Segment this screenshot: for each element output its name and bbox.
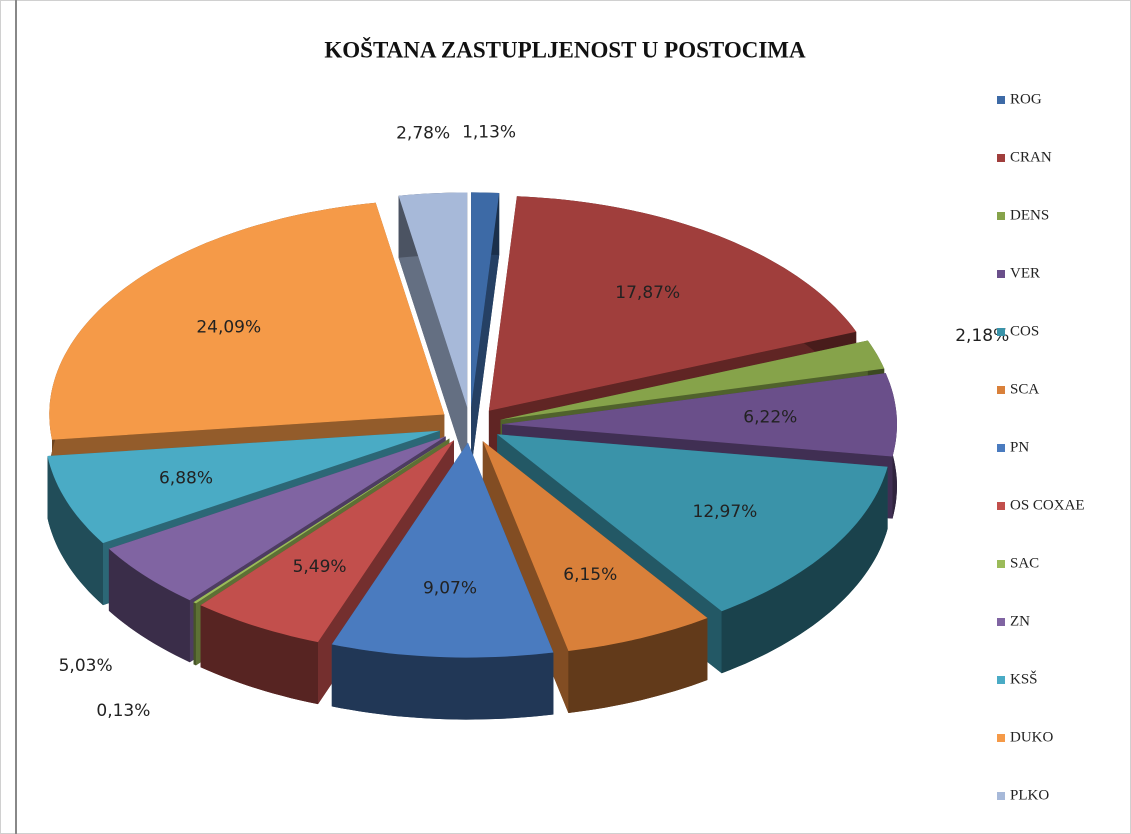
legend-label: ZN	[1010, 613, 1030, 629]
legend-label: OS COXAE	[1010, 497, 1085, 513]
slice	[108, 436, 446, 601]
legend-swatch	[997, 386, 1005, 394]
legend-label: PN	[1010, 439, 1029, 455]
legend-swatch	[997, 96, 1005, 104]
legend-label: SCA	[1010, 381, 1039, 397]
legend-swatch	[997, 270, 1005, 278]
legend-swatch	[997, 444, 1005, 452]
legend-swatch	[997, 328, 1005, 336]
data-label: 0,13%	[96, 701, 150, 721]
slice	[471, 192, 500, 408]
data-label: 12,97%	[693, 502, 758, 522]
legend-label: KSŠ	[1010, 670, 1038, 687]
data-label: 6,88%	[159, 469, 213, 489]
slice-wall	[331, 644, 554, 720]
legend-swatch	[997, 560, 1005, 568]
chart-title: KOŠTANA ZASTUPLJENOST U POSTOCIMA	[324, 36, 806, 62]
slice-tops	[47, 192, 897, 658]
slice-side	[398, 195, 468, 470]
data-label: 6,15%	[563, 565, 617, 585]
data-label: 2,78%	[396, 123, 450, 143]
legend-swatch	[997, 676, 1005, 684]
slice	[482, 441, 708, 651]
legend-swatch	[997, 734, 1005, 742]
legend-label: ROG	[1010, 91, 1042, 107]
legend-label: VER	[1010, 265, 1040, 281]
legend-swatch	[997, 502, 1005, 510]
slice-wall	[200, 605, 318, 705]
data-label: 2,18%	[955, 326, 1009, 346]
slice-wall	[193, 602, 196, 666]
legend-label: SAC	[1010, 555, 1039, 571]
slice-wall	[108, 548, 190, 663]
slice	[47, 430, 440, 544]
slice-wall	[721, 466, 888, 674]
slice-wall	[47, 456, 103, 606]
data-label: 6,22%	[743, 408, 797, 428]
legend-swatch	[997, 212, 1005, 220]
data-label: 9,07%	[423, 578, 477, 598]
legend-swatch	[997, 792, 1005, 800]
legend-label: PLKO	[1010, 787, 1049, 803]
slice	[331, 442, 554, 658]
slice-wall	[568, 618, 708, 713]
legend-label: DENS	[1010, 207, 1049, 223]
legend-label: DUKO	[1010, 729, 1053, 745]
slice	[502, 373, 897, 457]
slice	[497, 434, 888, 612]
slice	[49, 202, 445, 440]
slice	[500, 340, 885, 420]
legend-label: CRAN	[1010, 149, 1052, 165]
slice	[398, 192, 468, 408]
data-label: 24,09%	[196, 317, 261, 337]
legend-swatch	[997, 154, 1005, 162]
slice	[193, 438, 450, 604]
legend-label: COS	[1010, 323, 1039, 339]
slice-side	[471, 193, 500, 470]
legend-swatch	[997, 618, 1005, 626]
slice	[488, 196, 857, 411]
data-label: 5,03%	[59, 656, 113, 676]
data-label: 1,13%	[462, 122, 516, 142]
slice	[200, 440, 454, 643]
data-label: 5,49%	[293, 557, 347, 577]
data-label: 17,87%	[615, 283, 680, 303]
